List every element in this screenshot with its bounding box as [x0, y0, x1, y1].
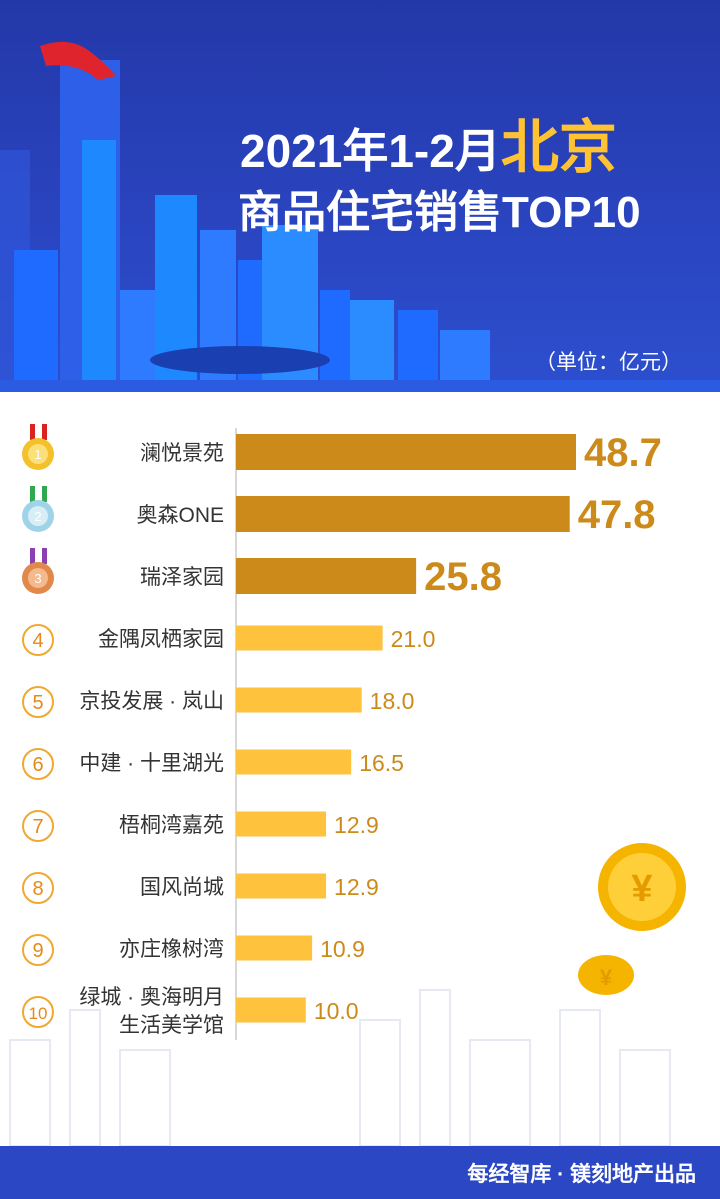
category-label-8: 国风尚城 — [140, 876, 224, 899]
rank-number-1: 1 — [34, 447, 41, 462]
rank-number-6: 6 — [32, 754, 43, 776]
rank-number-8: 8 — [32, 878, 43, 900]
bar-8 — [236, 873, 327, 899]
bar-7 — [236, 811, 327, 837]
rank-number-10: 10 — [29, 1004, 48, 1023]
category-label-4: 金隅凤栖家园 — [98, 628, 224, 651]
value-label-3: 25.8 — [424, 555, 502, 599]
category-label-6: 中建 · 十里湖光 — [79, 752, 224, 775]
value-label-4: 21.0 — [391, 626, 436, 652]
rank-circle-6 — [22, 748, 54, 780]
category-label-10-line2: 生活美学馆 — [119, 1014, 224, 1037]
bar-4 — [236, 625, 383, 651]
value-label-1: 48.7 — [584, 431, 662, 475]
coins-icon: ¥ ¥ — [578, 843, 686, 995]
rank-circle-9 — [22, 934, 54, 966]
value-label-2: 47.8 — [578, 493, 656, 537]
value-label-10: 10.0 — [314, 998, 359, 1024]
flag-icon — [40, 41, 116, 80]
bar-9 — [236, 935, 313, 961]
rank-number-4: 4 — [32, 630, 43, 652]
medal-ribbon-2 — [42, 486, 47, 502]
bar-2 — [236, 496, 570, 532]
value-label-9: 10.9 — [320, 936, 365, 962]
footer-bar: 每经智库 · 镁刻地产出品 — [0, 1146, 720, 1199]
unit-label: （单位：亿元） — [535, 351, 682, 374]
rank-number-2: 2 — [34, 509, 41, 524]
header-banner: 2021年1-2月北京 商品住宅销售TOP10 （单位：亿元） — [0, 0, 720, 392]
rank-circle-4 — [22, 624, 54, 656]
background-city-outline — [9, 989, 671, 1146]
medal-ribbon-3 — [30, 548, 35, 564]
rank-circle-10 — [22, 996, 54, 1028]
chart-title-line2: 商品住宅销售TOP10 — [238, 188, 641, 237]
category-label-5: 京投发展 · 岚山 — [79, 690, 224, 713]
rank-number-9: 9 — [32, 940, 43, 962]
bar-3 — [236, 558, 417, 594]
category-label-9: 亦庄橡树湾 — [119, 938, 224, 961]
category-label-3: 瑞泽家园 — [140, 566, 224, 589]
medal-inner-3 — [28, 568, 48, 588]
rank-number-3: 3 — [34, 571, 41, 586]
medal-ribbon-1 — [42, 424, 47, 440]
svg-text:¥: ¥ — [600, 965, 613, 990]
medal-inner-2 — [28, 506, 48, 526]
rank-circle-8 — [22, 872, 54, 904]
value-label-7: 12.9 — [334, 812, 379, 838]
category-label-10-line1: 绿城 · 奥海明月 — [79, 986, 224, 1009]
medal-ribbon-3 — [42, 548, 47, 564]
value-label-6: 16.5 — [359, 750, 404, 776]
footer-credit: 每经智库 · 镁刻地产出品 — [467, 1163, 696, 1186]
chart-title-line1: 2021年1-2月北京 — [240, 115, 617, 180]
category-label-2: 奥森ONE — [136, 504, 224, 527]
rank-number-5: 5 — [32, 692, 43, 714]
category-label-7: 梧桐湾嘉苑 — [119, 814, 224, 837]
rank-circle-7 — [22, 810, 54, 842]
bar-6 — [236, 749, 352, 775]
title-city: 北京 — [500, 115, 617, 180]
rank-circle-5 — [22, 686, 54, 718]
skyline-illustration — [0, 60, 720, 392]
svg-text:¥: ¥ — [631, 868, 652, 910]
medal-ribbon-1 — [30, 424, 35, 440]
medal-inner-1 — [28, 444, 48, 464]
category-label-1: 澜悦景苑 — [140, 442, 224, 465]
bar-1 — [236, 434, 576, 470]
bar-5 — [236, 687, 362, 713]
value-label-8: 12.9 — [334, 874, 379, 900]
value-label-5: 18.0 — [370, 688, 415, 714]
bar-10 — [236, 997, 306, 1023]
medal-ribbon-2 — [30, 486, 35, 502]
bar-chart: 48.7 澜悦景苑 1 47.8 奥森ONE 2 25.8 瑞泽家园 3 21.0 金隅凤栖家园 4 1… — [22, 424, 662, 1040]
rank-number-7: 7 — [32, 816, 43, 838]
